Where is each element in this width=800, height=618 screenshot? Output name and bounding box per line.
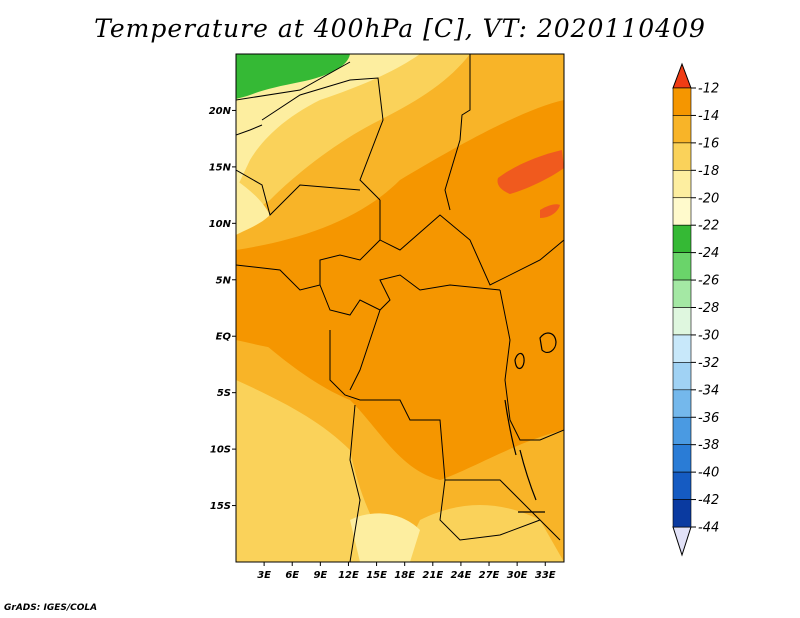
colorbar: -12 -14 -16 -18 -20 -22 -24 -26 -28 -30 -32 -34 -36 -… [672,62,719,557]
colorbar-label: -16 [698,136,719,151]
chart-title: Temperature at 400hPa [C], VT: 202011040… [94,14,706,43]
lon-tick-label: 3E [257,570,271,581]
colorbar-swatch [672,224,692,253]
temperature-field [236,54,564,562]
colorbar-swatch [672,252,692,281]
colorbar-swatch [672,471,692,500]
lat-tick-label: 5N [216,275,232,286]
lon-tick-label: 27E [479,570,500,581]
lat-tick-label: 20N [209,106,232,117]
colorbar-top-arrow [672,62,692,89]
colorbar-swatch [672,362,692,391]
lon-tick-label: 6E [285,570,299,581]
lon-tick-label: 24E [451,570,472,581]
colorbar-swatch [672,444,692,473]
colorbar-swatch [672,142,692,171]
colorbar-swatch [672,389,692,418]
colorbar-label: -28 [698,301,719,316]
lat-tick-label: 15N [209,162,232,173]
colorbar-label: -30 [698,328,719,343]
lat-tick-label: 15S [210,501,231,512]
country-borders [236,54,564,562]
lon-tick-label: 15E [366,570,387,581]
colorbar-label: -18 [698,164,719,179]
lon-tick-label: 21E [422,570,443,581]
longitude-axis: 3E 6E 9E 12E 15E 18E 21E 24E 27E 30E 33E [257,562,556,581]
colorbar-swatch [672,170,692,199]
lon-tick-label: 9E [313,570,327,581]
colorbar-label: -12 [698,82,719,97]
colorbar-label: -24 [698,246,719,261]
lakes [504,332,557,513]
colorbar-label: -20 [698,191,719,206]
colorbar-swatch [672,334,692,363]
colorbar-label: -34 [698,383,719,398]
lat-tick-label: 10N [209,219,232,230]
lon-tick-label: 12E [338,570,359,581]
lon-tick-label: 18E [394,570,415,581]
colorbar-swatch [672,416,692,445]
colorbar-label: -22 [698,219,719,234]
map-frame [235,53,565,563]
colorbar-swatch [672,307,692,336]
colorbar-label: -32 [698,356,719,371]
lon-tick-label: 33E [535,570,556,581]
colorbar-swatch [672,279,692,308]
colorbar-swatch [672,87,692,116]
colorbar-swatch [672,499,692,528]
lat-tick-label: 5S [217,388,231,399]
colorbar-label: -36 [698,411,719,426]
colorbar-label: -38 [698,438,719,453]
colorbar-label: -14 [698,109,719,124]
lat-tick-label: 10S [210,445,231,456]
colorbar-swatch [672,115,692,144]
colorbar-bottom-arrow [672,526,692,557]
colorbar-label: -44 [698,521,719,536]
lon-tick-label: 30E [507,570,528,581]
colorbar-swatch [672,197,692,226]
colorbar-label: -42 [698,493,719,508]
lat-tick-label: EQ [216,332,232,343]
latitude-axis: 20N 15N 10N 5N EQ 5S 10S 15S [209,106,236,512]
grads-credit: GrADS: IGES/COLA [4,603,98,613]
colorbar-label: -26 [698,274,719,289]
colorbar-label: -40 [698,466,719,481]
